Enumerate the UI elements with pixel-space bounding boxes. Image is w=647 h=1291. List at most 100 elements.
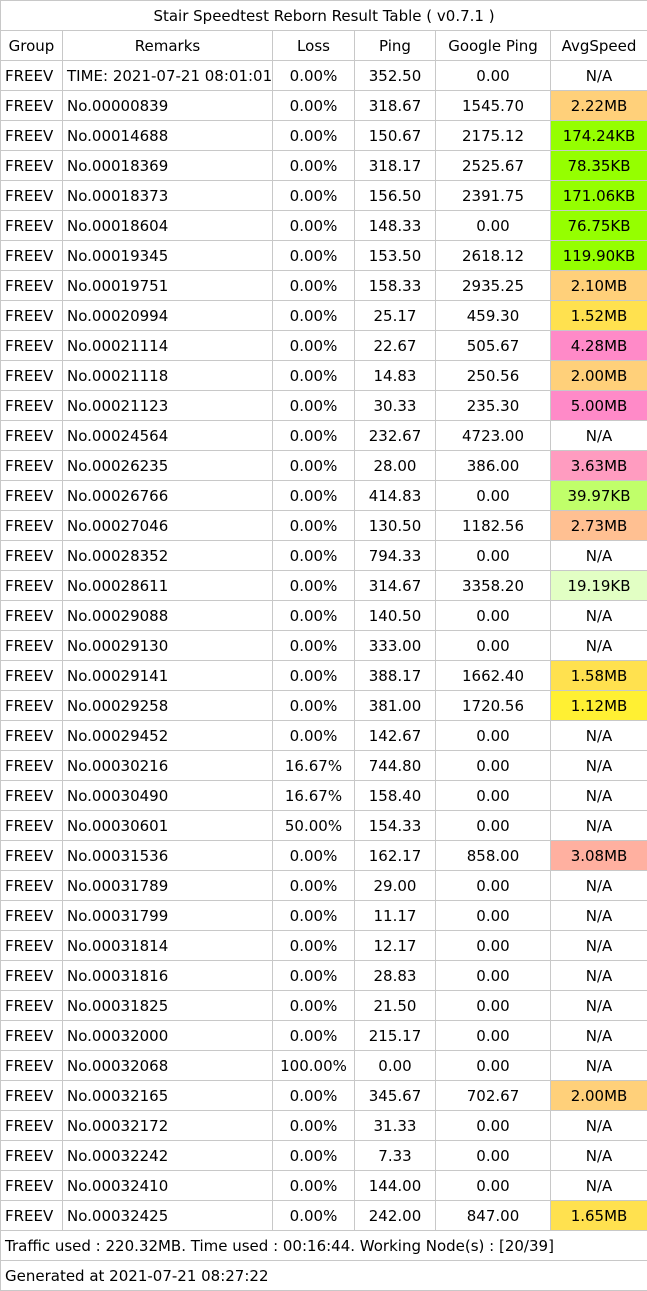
cell-google-ping: 1182.56 xyxy=(436,511,551,541)
cell-avg-speed: N/A xyxy=(551,721,647,751)
cell-remarks: No.00032425 xyxy=(63,1201,273,1231)
cell-avg-speed: N/A xyxy=(551,631,647,661)
cell-google-ping: 2175.12 xyxy=(436,121,551,151)
cell-remarks: No.00026766 xyxy=(63,481,273,511)
cell-avg-speed: 19.19KB xyxy=(551,571,647,601)
cell-google-ping: 0.00 xyxy=(436,481,551,511)
header-row: Group Remarks Loss Ping Google Ping AvgS… xyxy=(1,31,647,61)
cell-google-ping: 0.00 xyxy=(436,721,551,751)
cell-remarks: No.00032410 xyxy=(63,1171,273,1201)
header-ping: Ping xyxy=(355,31,436,61)
cell-loss: 0.00% xyxy=(273,541,355,571)
cell-group: FREEV xyxy=(1,451,63,481)
cell-avg-speed: N/A xyxy=(551,811,647,841)
cell-loss: 0.00% xyxy=(273,931,355,961)
cell-remarks: No.00019345 xyxy=(63,241,273,271)
cell-avg-speed: 2.22MB xyxy=(551,91,647,121)
cell-ping: 158.33 xyxy=(355,271,436,301)
cell-loss: 0.00% xyxy=(273,841,355,871)
cell-ping: 215.17 xyxy=(355,1021,436,1051)
cell-ping: 158.40 xyxy=(355,781,436,811)
table-title: Stair Speedtest Reborn Result Table ( v0… xyxy=(1,1,647,31)
cell-ping: 28.83 xyxy=(355,961,436,991)
cell-loss: 0.00% xyxy=(273,901,355,931)
cell-google-ping: 2618.12 xyxy=(436,241,551,271)
cell-avg-speed: N/A xyxy=(551,871,647,901)
cell-avg-speed: N/A xyxy=(551,61,647,91)
title-row: Stair Speedtest Reborn Result Table ( v0… xyxy=(1,1,647,31)
cell-ping: 156.50 xyxy=(355,181,436,211)
cell-google-ping: 0.00 xyxy=(436,1171,551,1201)
cell-avg-speed: N/A xyxy=(551,1021,647,1051)
cell-loss: 0.00% xyxy=(273,61,355,91)
cell-group: FREEV xyxy=(1,391,63,421)
traffic-summary: Traffic used : 220.32MB. Time used : 00:… xyxy=(1,1231,647,1261)
cell-loss: 0.00% xyxy=(273,631,355,661)
cell-avg-speed: 2.00MB xyxy=(551,1081,647,1111)
cell-google-ping: 0.00 xyxy=(436,961,551,991)
cell-ping: 333.00 xyxy=(355,631,436,661)
cell-group: FREEV xyxy=(1,661,63,691)
cell-loss: 0.00% xyxy=(273,121,355,151)
cell-google-ping: 0.00 xyxy=(436,931,551,961)
cell-google-ping: 1720.56 xyxy=(436,691,551,721)
cell-google-ping: 2935.25 xyxy=(436,271,551,301)
header-group: Group xyxy=(1,31,63,61)
cell-google-ping: 0.00 xyxy=(436,811,551,841)
cell-remarks: No.00031825 xyxy=(63,991,273,1021)
cell-loss: 0.00% xyxy=(273,661,355,691)
cell-ping: 414.83 xyxy=(355,481,436,511)
cell-avg-speed: 1.58MB xyxy=(551,661,647,691)
cell-remarks: No.00027046 xyxy=(63,511,273,541)
cell-ping: 242.00 xyxy=(355,1201,436,1231)
cell-google-ping: 0.00 xyxy=(436,601,551,631)
cell-google-ping: 847.00 xyxy=(436,1201,551,1231)
cell-loss: 0.00% xyxy=(273,421,355,451)
cell-group: FREEV xyxy=(1,1141,63,1171)
cell-loss: 0.00% xyxy=(273,1141,355,1171)
cell-avg-speed: 2.00MB xyxy=(551,361,647,391)
cell-group: FREEV xyxy=(1,1081,63,1111)
header-remarks: Remarks xyxy=(63,31,273,61)
cell-group: FREEV xyxy=(1,301,63,331)
cell-group: FREEV xyxy=(1,361,63,391)
cell-loss: 0.00% xyxy=(273,151,355,181)
cell-google-ping: 1662.40 xyxy=(436,661,551,691)
cell-remarks: No.00019751 xyxy=(63,271,273,301)
cell-ping: 11.17 xyxy=(355,901,436,931)
cell-remarks: No.00030601 xyxy=(63,811,273,841)
cell-google-ping: 250.56 xyxy=(436,361,551,391)
cell-ping: 144.00 xyxy=(355,1171,436,1201)
header-google-ping: Google Ping xyxy=(436,31,551,61)
cell-group: FREEV xyxy=(1,211,63,241)
cell-avg-speed: 119.90KB xyxy=(551,241,647,271)
cell-avg-speed: 1.65MB xyxy=(551,1201,647,1231)
cell-google-ping: 1545.70 xyxy=(436,91,551,121)
cell-loss: 0.00% xyxy=(273,1111,355,1141)
cell-group: FREEV xyxy=(1,1201,63,1231)
cell-remarks: No.00000839 xyxy=(63,91,273,121)
cell-remarks: No.00030490 xyxy=(63,781,273,811)
cell-ping: 744.80 xyxy=(355,751,436,781)
generated-timestamp: Generated at 2021-07-21 08:27:22 xyxy=(1,1261,647,1291)
cell-avg-speed: N/A xyxy=(551,1141,647,1171)
cell-remarks: No.00021114 xyxy=(63,331,273,361)
cell-ping: 140.50 xyxy=(355,601,436,631)
cell-avg-speed: N/A xyxy=(551,601,647,631)
